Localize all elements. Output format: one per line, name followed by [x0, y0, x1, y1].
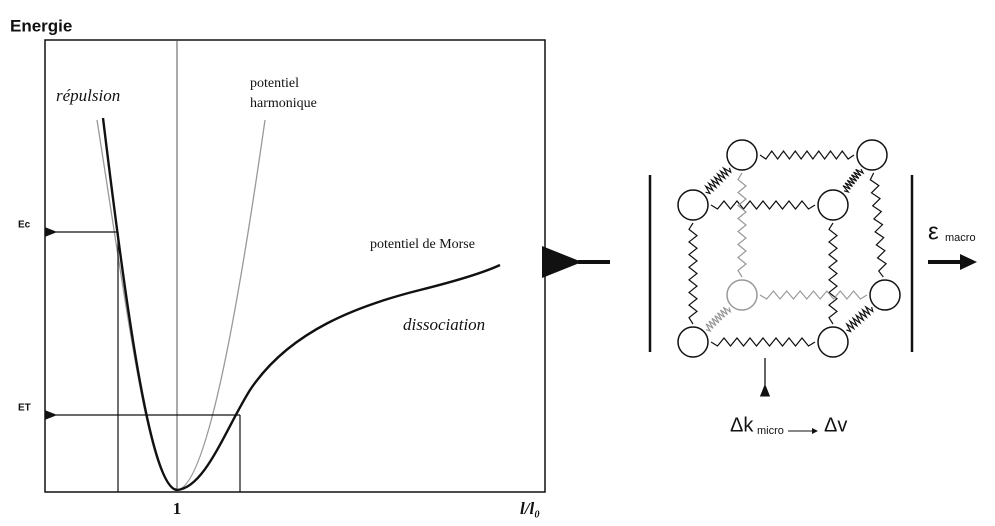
spring	[704, 166, 732, 195]
spring	[759, 290, 868, 300]
spring	[710, 337, 816, 347]
spring	[688, 222, 698, 325]
lattice-node	[817, 189, 849, 221]
morse-label: potentiel de Morse	[370, 237, 475, 252]
spring	[737, 172, 747, 278]
small-arrowhead	[812, 428, 818, 434]
harmonic-label: harmonique	[250, 96, 317, 111]
spring	[759, 149, 855, 161]
spring	[710, 200, 816, 210]
dissociation-label: dissociation	[403, 315, 485, 334]
spring	[869, 172, 888, 278]
spring	[842, 168, 865, 193]
harmonic-label: potentiel	[250, 76, 299, 91]
lattice-node	[856, 139, 888, 171]
lattice-node	[677, 189, 709, 221]
energy-plot: Energie l/l₀ 1 Ec ET répulsion potentiel…	[10, 16, 546, 518]
y-axis-label: Energie	[10, 16, 72, 35]
repulsion-label: répulsion	[56, 86, 120, 105]
epsilon: ε	[928, 218, 939, 245]
lattice-node	[869, 279, 901, 311]
delta-k-subscript: micro	[757, 425, 784, 437]
delta-v: Δv	[824, 414, 847, 436]
lattice: ε macro Δk micro Δv	[542, 139, 977, 437]
spring	[705, 306, 732, 333]
x-axis-label: l/l₀	[520, 499, 540, 518]
lattice-node	[726, 139, 758, 171]
epsilon-subscript: macro	[945, 232, 976, 244]
morse-curve	[101, 117, 501, 492]
delta-k: Δk	[730, 414, 754, 436]
lattice-node	[817, 326, 849, 358]
lattice-node	[726, 279, 758, 311]
x-tick-label: 1	[173, 499, 182, 518]
spring	[845, 305, 874, 333]
spring	[828, 222, 838, 325]
lattice-node	[677, 326, 709, 358]
right-arrowhead	[960, 254, 977, 270]
et-label: ET	[18, 403, 31, 414]
ec-label: Ec	[18, 220, 31, 231]
